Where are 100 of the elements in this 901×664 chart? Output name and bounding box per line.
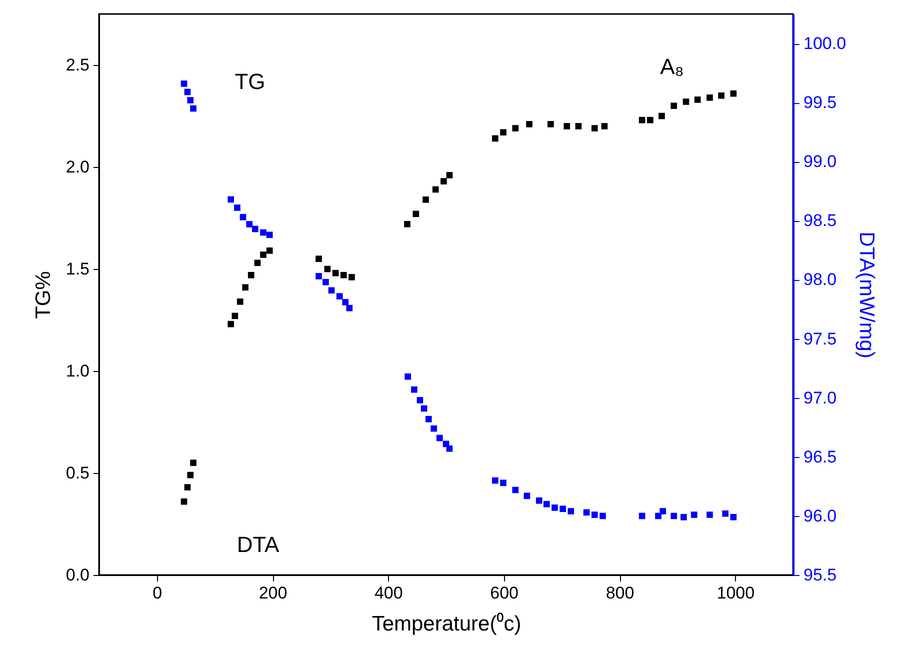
point xyxy=(446,445,453,452)
x-tick-label: 800 xyxy=(606,584,634,602)
x-tick-label: 400 xyxy=(374,584,403,602)
point xyxy=(180,80,188,87)
point xyxy=(600,512,606,520)
point xyxy=(252,226,258,232)
point xyxy=(524,492,530,500)
point xyxy=(730,514,737,520)
point xyxy=(536,497,542,504)
point xyxy=(190,460,196,466)
point xyxy=(722,510,728,517)
point xyxy=(730,90,737,97)
point xyxy=(260,229,266,236)
point xyxy=(254,260,261,266)
point xyxy=(180,498,188,505)
y2-tick-label: 96.5 xyxy=(804,447,837,466)
point xyxy=(430,425,438,432)
point xyxy=(500,480,506,486)
point xyxy=(500,129,506,136)
point xyxy=(718,92,724,99)
point xyxy=(680,514,687,520)
point xyxy=(694,96,701,103)
point xyxy=(416,397,424,404)
point xyxy=(342,299,349,306)
point xyxy=(425,416,432,422)
point xyxy=(242,284,248,291)
point xyxy=(266,247,273,254)
point xyxy=(236,298,244,305)
point xyxy=(228,320,234,328)
point xyxy=(560,506,566,512)
point xyxy=(411,386,418,393)
point xyxy=(420,405,428,412)
point xyxy=(184,88,191,96)
point xyxy=(568,508,574,514)
y-tick-label: 2.5 xyxy=(66,56,90,74)
point xyxy=(564,123,570,130)
point xyxy=(601,123,608,130)
point xyxy=(548,121,554,128)
point xyxy=(246,221,253,228)
y2-tick-label: 99.5 xyxy=(804,93,837,112)
point xyxy=(187,472,194,478)
point xyxy=(260,252,266,258)
point xyxy=(706,94,713,101)
point xyxy=(591,125,598,132)
point xyxy=(348,274,355,280)
x-tick-label: 0 xyxy=(152,584,162,602)
point xyxy=(266,232,273,238)
point xyxy=(232,312,238,320)
point xyxy=(575,123,582,130)
point xyxy=(404,220,410,228)
x-tick-label: 200 xyxy=(258,584,288,602)
x-tick-label: 600 xyxy=(490,584,519,602)
point xyxy=(591,512,598,518)
point xyxy=(436,434,443,442)
annotation: DTA xyxy=(236,532,280,557)
point xyxy=(655,512,662,520)
point xyxy=(336,293,343,300)
y-axis-title: TG% xyxy=(32,271,55,319)
x-axis-title: Temperature(⁰c) xyxy=(372,612,522,636)
point xyxy=(316,273,322,280)
point xyxy=(512,125,519,132)
y2-tick-label: 100.0 xyxy=(804,34,846,54)
point xyxy=(248,272,254,278)
point xyxy=(412,210,420,218)
point xyxy=(240,214,246,220)
point xyxy=(332,270,339,276)
y2-tick-label: 96.0 xyxy=(804,506,837,526)
point xyxy=(492,135,498,142)
point xyxy=(234,204,240,211)
point xyxy=(526,121,532,128)
point xyxy=(690,512,698,518)
point xyxy=(324,266,331,272)
point xyxy=(638,116,646,124)
point xyxy=(316,256,322,262)
point xyxy=(706,512,713,518)
point xyxy=(646,116,654,124)
point xyxy=(432,186,439,193)
y-tick-label: 0.0 xyxy=(66,566,90,584)
y-tick-label: 0.5 xyxy=(66,464,90,482)
point xyxy=(583,509,590,516)
point xyxy=(682,98,690,105)
annotation: A₈ xyxy=(660,54,684,79)
y2-tick-label: 95.5 xyxy=(804,566,837,584)
point xyxy=(190,105,196,112)
y-tick-label: 1.0 xyxy=(66,362,90,380)
y-tick-label: 1.5 xyxy=(66,260,90,278)
point xyxy=(184,484,191,490)
x-tick-label: 1000 xyxy=(716,584,755,602)
point xyxy=(404,373,411,380)
point xyxy=(512,486,519,494)
point xyxy=(422,196,429,203)
point xyxy=(670,102,678,109)
point xyxy=(660,508,666,514)
y2-tick-label: 98.0 xyxy=(804,270,837,290)
y2-tick-label: 97.0 xyxy=(804,388,837,408)
point xyxy=(446,172,453,178)
annotation: TG xyxy=(234,69,266,94)
y2-tick-label: 98.5 xyxy=(804,211,837,230)
y2-tick-label: 97.5 xyxy=(804,329,837,348)
point xyxy=(340,272,347,278)
